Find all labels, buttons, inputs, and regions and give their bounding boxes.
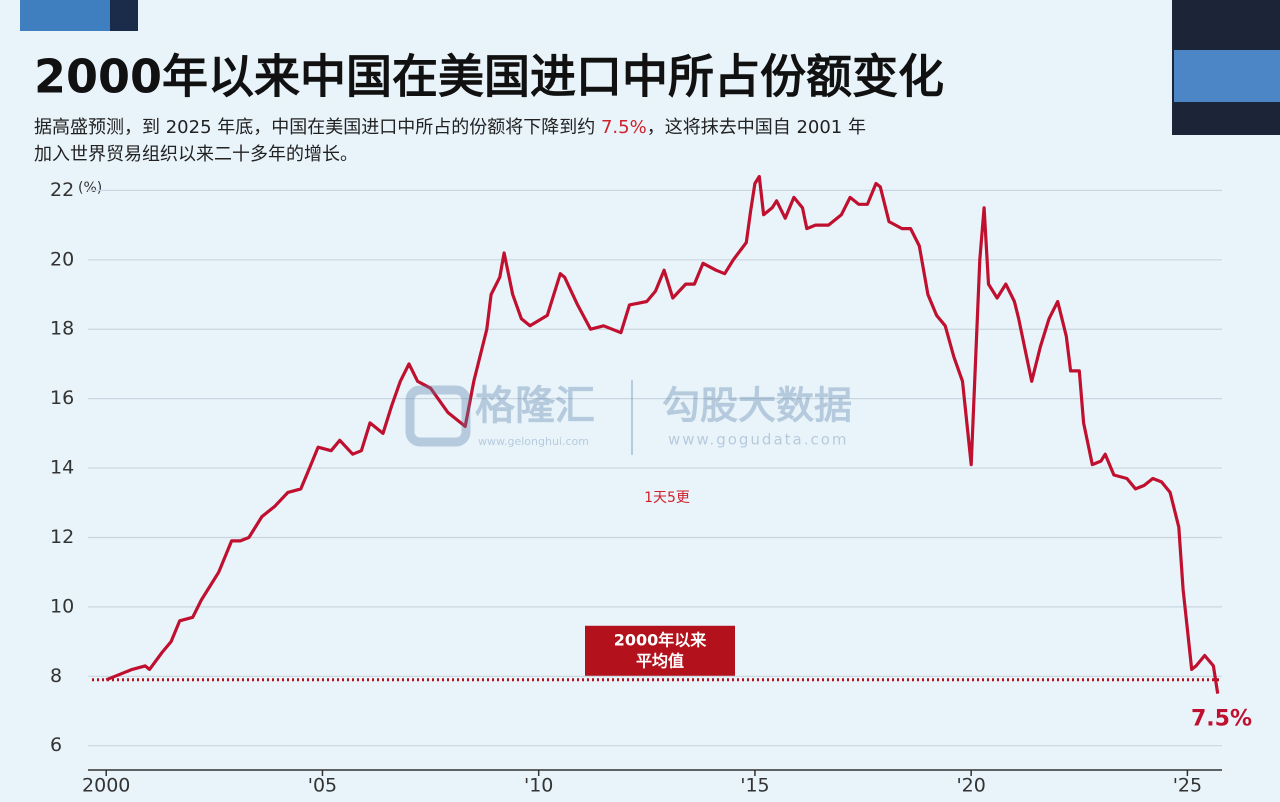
x-tick-label: 2000 — [82, 775, 130, 797]
y-tick-label: 12 — [50, 526, 74, 548]
watermark-text: 格隆汇 — [475, 383, 595, 429]
y-tick-label: 18 — [50, 318, 74, 340]
chart-subtitle: 加入世界贸易组织以来二十多年的增长。 — [34, 144, 358, 165]
y-tick-label: 8 — [50, 665, 62, 687]
x-tick-label: '25 — [1173, 775, 1202, 797]
chart-subtitle: 据高盛预测，到 2025 年底，中国在美国进口中所占的份额将下降到约 7.5%，… — [34, 117, 866, 138]
y-unit: (%) — [78, 180, 102, 196]
watermark-text: www.gelonghui.com — [478, 435, 589, 448]
overlay-text: 1天5更 — [644, 490, 690, 506]
watermark-text: www.gogudata.com — [668, 431, 849, 449]
y-tick-label: 10 — [50, 595, 74, 617]
x-tick-label: '20 — [956, 775, 985, 797]
x-tick-label: '15 — [740, 775, 769, 797]
subtitle-highlight: 7.5% — [601, 117, 647, 138]
watermark: 格隆汇 www.gelonghui.com 勾股大数据 www.gogudata… — [405, 380, 852, 455]
reference-label: 2000年以来 — [614, 630, 708, 649]
x-tick-label: '10 — [524, 775, 553, 797]
corner-decoration — [1174, 50, 1280, 102]
value-label: 7.5% — [1191, 707, 1252, 732]
watermark-text: 勾股大数据 — [662, 384, 852, 428]
subtitle-part: ，这将抹去中国自 2001 年 — [647, 117, 866, 138]
subtitle-part: 据高盛预测，到 2025 年底，中国在美国进口中所占的份额将下降到约 — [34, 117, 601, 138]
y-tick-label: 16 — [50, 387, 74, 409]
reference-label-box — [585, 625, 735, 676]
y-tick-label: 20 — [50, 248, 74, 270]
reference-label: 平均值 — [636, 651, 684, 670]
header-decoration — [110, 0, 138, 31]
y-tick-label: 14 — [50, 457, 74, 479]
plot: 6 8 10 12 14 16 18 20 22 2000 '05 '10 '15 '20 '25 2000年… — [50, 174, 1252, 797]
x-tick-label: '05 — [308, 775, 337, 797]
watermark-logo — [405, 385, 471, 447]
y-tick-label: 22 — [50, 179, 74, 201]
y-tick-label: 6 — [50, 734, 62, 756]
chart-title: 2000年以来中国在美国进口中所占份额变化 — [34, 50, 944, 104]
header-decoration — [20, 0, 110, 31]
data-line — [105, 174, 1220, 694]
